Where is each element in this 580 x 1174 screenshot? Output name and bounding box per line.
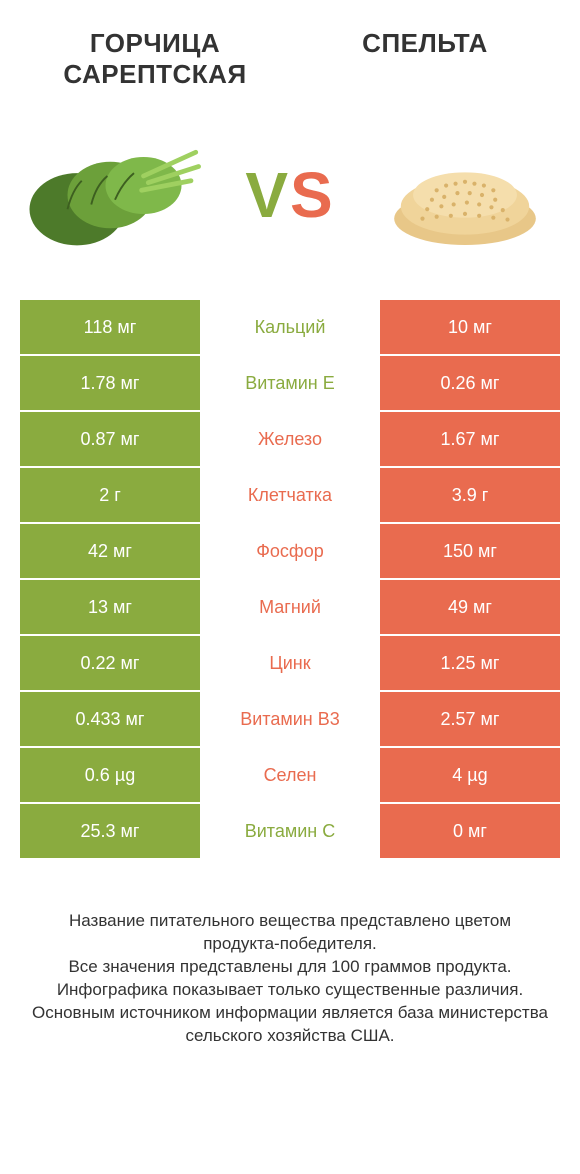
nutrient-label: Железо — [200, 412, 380, 466]
left-value: 118 мг — [20, 300, 200, 354]
nutrient-label: Кальций — [200, 300, 380, 354]
table-row: 0.433 мгВитамин B32.57 мг — [20, 692, 560, 748]
right-food-title: СПЕЛЬТА — [290, 28, 540, 59]
nutrient-label: Клетчатка — [200, 468, 380, 522]
table-row: 0.6 µgСелен4 µg — [20, 748, 560, 804]
right-value: 0.26 мг — [380, 356, 560, 410]
nutrient-label: Витамин E — [200, 356, 380, 410]
left-value: 0.433 мг — [20, 692, 200, 746]
left-value: 25.3 мг — [20, 804, 200, 858]
table-row: 2 гКлетчатка3.9 г — [20, 468, 560, 524]
vs-v-letter: v — [245, 159, 290, 231]
left-value: 42 мг — [20, 524, 200, 578]
left-value: 1.78 мг — [20, 356, 200, 410]
nutrient-label: Фосфор — [200, 524, 380, 578]
mustard-greens-icon — [20, 120, 210, 270]
left-food-title: ГОРЧИЦА САРЕПТСКАЯ — [40, 28, 290, 90]
vs-label: vs — [245, 158, 334, 232]
right-value: 1.25 мг — [380, 636, 560, 690]
spelt-grain-icon — [380, 135, 550, 255]
nutrient-label: Цинк — [200, 636, 380, 690]
right-value: 1.67 мг — [380, 412, 560, 466]
right-value: 2.57 мг — [380, 692, 560, 746]
nutrient-label: Селен — [200, 748, 380, 802]
right-food-image — [370, 120, 560, 270]
table-row: 0.22 мгЦинк1.25 мг — [20, 636, 560, 692]
right-value: 3.9 г — [380, 468, 560, 522]
nutrient-table: 118 мгКальций10 мг1.78 мгВитамин E0.26 м… — [20, 300, 560, 860]
right-value: 49 мг — [380, 580, 560, 634]
nutrient-label: Витамин C — [200, 804, 380, 858]
right-value: 4 µg — [380, 748, 560, 802]
right-value: 10 мг — [380, 300, 560, 354]
footer-line: Инфографика показывает только существенн… — [30, 979, 550, 1002]
footer-line: Название питательного вещества представл… — [30, 910, 550, 956]
vs-row: vs — [0, 90, 580, 300]
left-value: 0.87 мг — [20, 412, 200, 466]
table-row: 0.87 мгЖелезо1.67 мг — [20, 412, 560, 468]
right-value: 150 мг — [380, 524, 560, 578]
table-row: 1.78 мгВитамин E0.26 мг — [20, 356, 560, 412]
left-value: 2 г — [20, 468, 200, 522]
left-value: 0.22 мг — [20, 636, 200, 690]
nutrient-label: Витамин B3 — [200, 692, 380, 746]
footer-line: Все значения представлены для 100 граммо… — [30, 956, 550, 979]
left-value: 0.6 µg — [20, 748, 200, 802]
table-row: 118 мгКальций10 мг — [20, 300, 560, 356]
nutrient-label: Магний — [200, 580, 380, 634]
table-row: 13 мгМагний49 мг — [20, 580, 560, 636]
vs-s-letter: s — [290, 159, 335, 231]
left-value: 13 мг — [20, 580, 200, 634]
table-row: 42 мгФосфор150 мг — [20, 524, 560, 580]
right-value: 0 мг — [380, 804, 560, 858]
left-food-image — [20, 120, 210, 270]
footer-notes: Название питательного вещества представл… — [30, 910, 550, 1048]
footer-line: Основным источником информации является … — [30, 1002, 550, 1048]
table-row: 25.3 мгВитамин C0 мг — [20, 804, 560, 860]
header: ГОРЧИЦА САРЕПТСКАЯ СПЕЛЬТА — [0, 0, 580, 90]
